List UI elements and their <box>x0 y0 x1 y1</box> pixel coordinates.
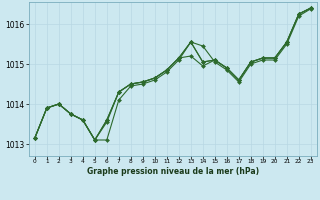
X-axis label: Graphe pression niveau de la mer (hPa): Graphe pression niveau de la mer (hPa) <box>87 167 259 176</box>
